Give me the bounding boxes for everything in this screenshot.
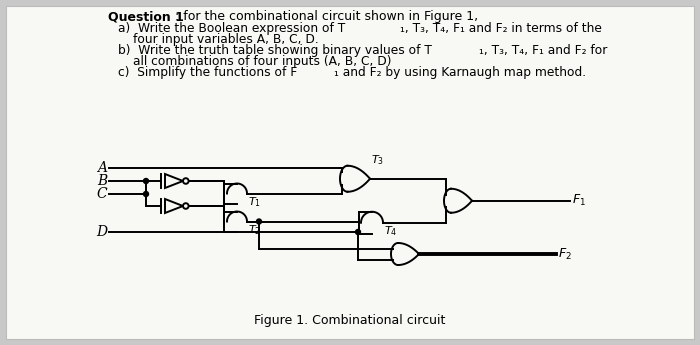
Text: $F_1$: $F_1$ (572, 193, 586, 208)
Text: C: C (97, 187, 107, 201)
Text: D: D (96, 225, 107, 239)
Text: all combinations of four inputs (A, B, C, D): all combinations of four inputs (A, B, C… (133, 55, 391, 68)
Text: b)  Write the truth table showing binary values of T: b) Write the truth table showing binary … (118, 44, 432, 57)
Text: B: B (97, 174, 107, 188)
Text: $T_1$: $T_1$ (248, 196, 261, 209)
Text: ₁, T₃, T₄, F₁ and F₂ in terms of the: ₁, T₃, T₄, F₁ and F₂ in terms of the (400, 22, 602, 35)
Text: Question 1: Question 1 (108, 10, 184, 23)
Text: ₁, T₃, T₄, F₁ and F₂ for: ₁, T₃, T₄, F₁ and F₂ for (479, 44, 608, 57)
Circle shape (144, 178, 148, 184)
Circle shape (256, 219, 262, 224)
Text: four input variables A, B, C, D.: four input variables A, B, C, D. (133, 33, 318, 46)
Text: Figure 1. Combinational circuit: Figure 1. Combinational circuit (254, 314, 446, 327)
Text: c)  Simplify the functions of F: c) Simplify the functions of F (118, 66, 298, 79)
Text: $T_4$: $T_4$ (384, 224, 398, 238)
Text: A: A (97, 161, 107, 175)
Circle shape (356, 229, 360, 235)
Text: ₁ and F₂ by using Karnaugh map method.: ₁ and F₂ by using Karnaugh map method. (334, 66, 586, 79)
Text: $T_3$: $T_3$ (371, 153, 384, 167)
Text: a)  Write the Boolean expression of T: a) Write the Boolean expression of T (118, 22, 345, 35)
FancyBboxPatch shape (6, 6, 694, 339)
Circle shape (144, 191, 148, 197)
Text: $T_2$: $T_2$ (248, 224, 261, 237)
Text: $F_2$: $F_2$ (558, 246, 572, 262)
Text: : for the combinational circuit shown in Figure 1,: : for the combinational circuit shown in… (175, 10, 478, 23)
